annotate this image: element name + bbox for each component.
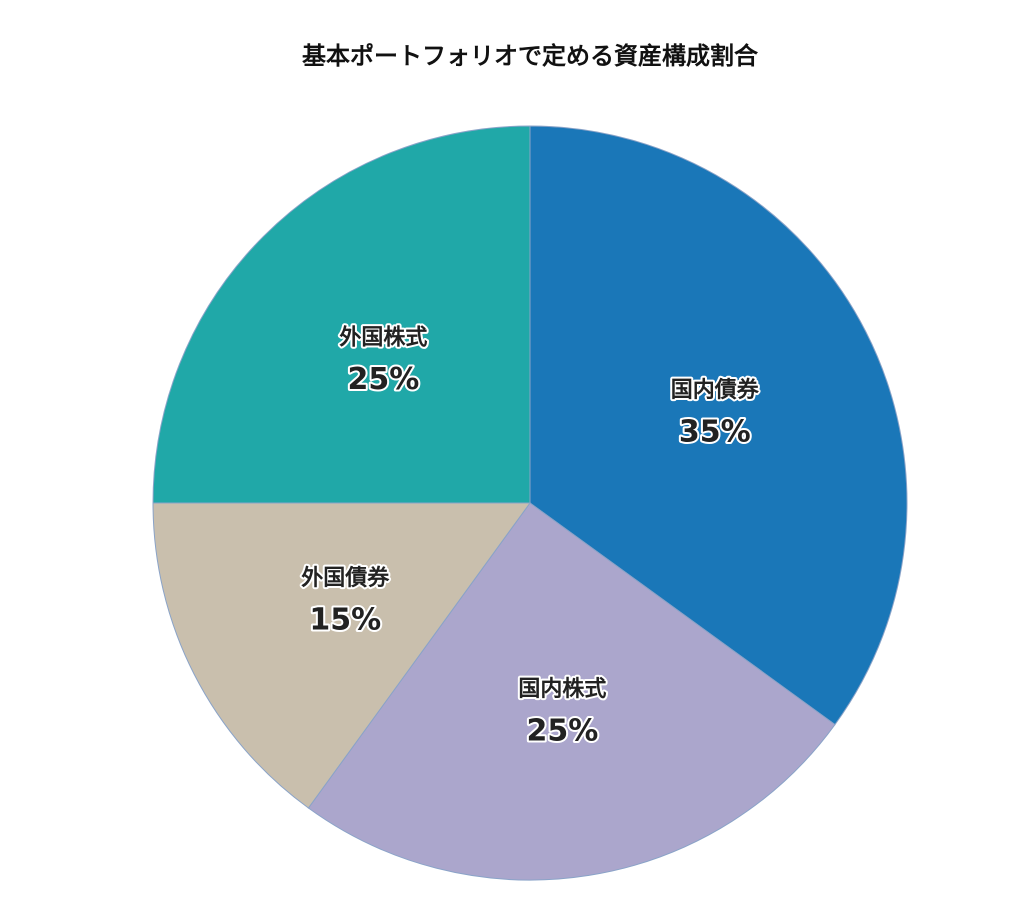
pie-slice: [152, 125, 531, 504]
pie-slice: [529, 125, 908, 726]
pie-slice: [152, 502, 531, 809]
slice-category-label: 外国債券: [301, 565, 390, 591]
slice-value-label: 25%: [347, 362, 419, 397]
chart-title: 基本ポートフォリオで定める資産構成割合: [302, 42, 759, 70]
slice-value-label: 25%: [527, 713, 599, 748]
slice-category-label: 国内株式: [518, 677, 606, 702]
slice-category-label: 外国株式: [339, 324, 427, 350]
slice-value-label: 15%: [309, 603, 381, 638]
slice-category-label: 国内債券: [671, 377, 760, 403]
pie-slice: [307, 502, 836, 881]
slice-value-label: 35%: [679, 414, 751, 449]
